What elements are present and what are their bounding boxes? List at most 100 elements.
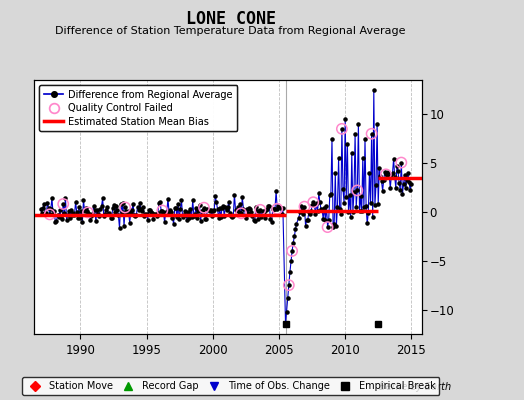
Point <box>138 208 146 214</box>
Point <box>250 218 259 225</box>
Point <box>69 210 78 217</box>
Point <box>58 216 66 223</box>
Point <box>320 204 329 211</box>
Text: Difference of Station Temperature Data from Regional Average: Difference of Station Temperature Data f… <box>56 26 406 36</box>
Point <box>291 226 300 233</box>
Point <box>217 214 225 220</box>
Point <box>43 200 52 206</box>
Point <box>255 208 264 214</box>
Point <box>117 209 126 215</box>
Point <box>406 187 414 194</box>
Point <box>192 204 200 211</box>
Point <box>244 210 252 216</box>
Point <box>111 209 119 216</box>
Point <box>49 211 57 218</box>
Point <box>160 219 169 225</box>
Point <box>215 205 224 212</box>
Point <box>272 188 280 194</box>
Point <box>148 210 156 216</box>
Point <box>333 204 342 210</box>
Point <box>388 170 397 176</box>
Point <box>71 199 80 205</box>
Point <box>38 210 46 216</box>
Point <box>248 213 257 220</box>
Point <box>68 212 77 218</box>
Point <box>381 171 390 178</box>
Point <box>121 204 129 211</box>
Point <box>203 206 212 212</box>
Point <box>323 224 332 230</box>
Point <box>144 216 152 223</box>
Point <box>344 208 353 215</box>
Point <box>351 130 359 137</box>
Point <box>84 209 92 216</box>
Point <box>367 130 376 137</box>
Point <box>156 198 164 205</box>
Point <box>182 211 190 218</box>
Point <box>395 180 403 186</box>
Point <box>218 204 226 211</box>
Point <box>348 209 357 215</box>
Point <box>267 219 276 226</box>
Point <box>196 217 205 224</box>
Point <box>202 216 211 222</box>
Point <box>281 320 290 326</box>
Point <box>301 223 310 229</box>
Point <box>387 172 396 178</box>
Point <box>235 209 243 215</box>
Point <box>400 172 409 178</box>
Point <box>253 208 261 214</box>
Point <box>273 206 281 212</box>
Point <box>157 208 166 214</box>
Point <box>324 217 333 224</box>
Point <box>158 207 167 214</box>
Point <box>51 219 60 225</box>
Point <box>194 208 203 214</box>
Point <box>296 209 304 215</box>
Point <box>107 215 116 222</box>
Point <box>274 202 282 209</box>
Point <box>132 211 140 218</box>
Point <box>42 210 50 216</box>
Point <box>241 213 249 220</box>
Point <box>394 167 402 174</box>
Point <box>353 187 362 194</box>
Point <box>397 159 406 166</box>
Point <box>103 204 111 210</box>
Point <box>325 192 334 198</box>
Point <box>331 170 340 176</box>
Point <box>137 206 145 212</box>
Point <box>75 204 83 211</box>
Point <box>112 203 121 210</box>
Point <box>392 163 401 170</box>
Point <box>317 206 325 212</box>
Point <box>297 202 305 209</box>
Point <box>170 205 179 211</box>
Point <box>283 295 292 301</box>
Point <box>343 140 352 147</box>
Point <box>340 200 348 206</box>
Point <box>303 216 312 223</box>
Point <box>278 210 286 217</box>
Point <box>124 208 133 214</box>
Point <box>337 126 346 132</box>
Point <box>94 211 102 217</box>
Point <box>183 217 191 224</box>
Point <box>273 206 281 212</box>
Point <box>336 210 345 217</box>
Point <box>232 207 240 213</box>
Point <box>363 220 372 227</box>
Point <box>48 195 56 201</box>
Point <box>159 209 168 216</box>
Point <box>115 225 124 231</box>
Point <box>210 207 219 214</box>
Point <box>175 216 183 223</box>
Point <box>140 212 148 219</box>
Point <box>347 150 356 156</box>
Point <box>85 210 93 217</box>
Point <box>134 204 142 210</box>
Point <box>40 200 48 207</box>
Point <box>155 200 163 206</box>
Point <box>309 199 318 206</box>
Point <box>263 206 271 212</box>
